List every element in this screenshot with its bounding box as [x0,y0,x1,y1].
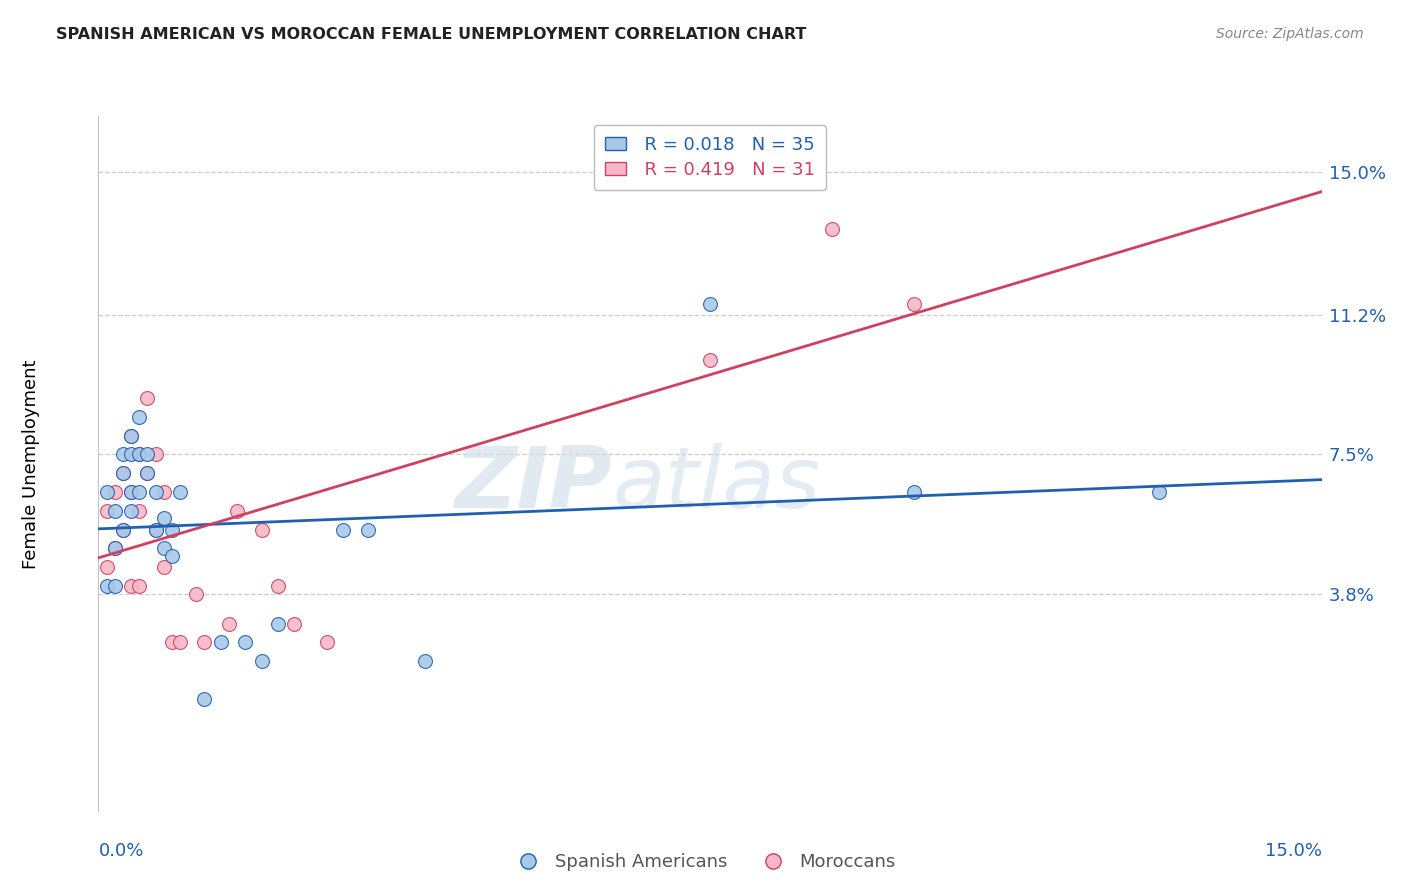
Point [128,447,150,461]
Point [128,504,150,518]
Text: atlas: atlas [612,443,820,526]
Point [136,467,159,481]
Text: ZIP: ZIP [454,443,612,526]
Point [145,447,167,461]
Point [250,654,273,668]
Point [145,523,167,537]
Point [96,504,118,518]
Point [120,428,142,442]
Point [209,635,232,649]
Point [96,560,118,574]
Point [120,504,142,518]
Point [120,485,142,500]
Point [160,523,183,537]
Point [120,485,142,500]
Point [152,485,174,500]
Point [120,447,142,461]
Point [699,353,721,368]
Point [1147,485,1170,500]
Point [233,635,256,649]
Point [356,523,378,537]
Point [104,541,127,556]
Point [218,616,240,631]
Point [96,579,118,593]
Legend: Spanish Americans, Moroccans: Spanish Americans, Moroccans [503,847,903,879]
Point [250,523,273,537]
Point [152,560,174,574]
Text: SPANISH AMERICAN VS MOROCCAN FEMALE UNEMPLOYMENT CORRELATION CHART: SPANISH AMERICAN VS MOROCCAN FEMALE UNEM… [56,27,807,42]
Point [111,467,134,481]
Point [267,616,290,631]
Point [413,654,436,668]
Point [193,635,215,649]
Point [136,447,159,461]
Point [136,467,159,481]
Point [128,409,150,424]
Point [120,579,142,593]
Point [104,579,127,593]
Point [160,635,183,649]
Point [821,221,844,235]
Point [104,541,127,556]
Point [903,485,925,500]
Point [128,447,150,461]
Point [152,541,174,556]
Point [226,504,249,518]
Point [145,485,167,500]
Point [145,523,167,537]
Point [120,428,142,442]
Point [193,692,215,706]
Point [283,616,305,631]
Point [128,579,150,593]
Point [699,297,721,311]
Point [315,635,337,649]
Point [169,635,191,649]
Text: 15.0%: 15.0% [1264,842,1322,860]
Point [332,523,354,537]
Point [267,579,290,593]
Point [152,511,174,525]
Point [111,523,134,537]
Text: Source: ZipAtlas.com: Source: ZipAtlas.com [1216,27,1364,41]
Text: Female Unemployment: Female Unemployment [22,359,41,568]
Point [104,504,127,518]
Text: 0.0%: 0.0% [98,842,143,860]
Point [903,297,925,311]
Point [128,485,150,500]
Point [169,485,191,500]
Point [96,485,118,500]
Point [186,586,208,600]
Point [104,485,127,500]
Point [160,549,183,563]
Point [136,391,159,405]
Point [111,447,134,461]
Legend:   R = 0.018   N = 35,   R = 0.419   N = 31: R = 0.018 N = 35, R = 0.419 N = 31 [593,125,827,190]
Point [111,523,134,537]
Point [111,467,134,481]
